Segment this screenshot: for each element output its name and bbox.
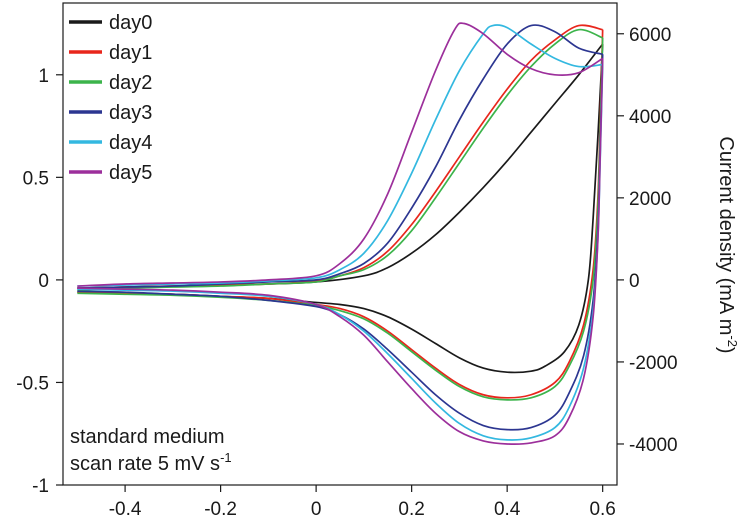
y-axis-right-label: Current density (mA m-2) (715, 136, 739, 353)
y-right-tick-label: 2000 (629, 189, 671, 210)
plot-border (62, 2, 618, 486)
legend-label-day4: day4 (109, 132, 152, 154)
x-tick-label: 0 (311, 499, 322, 520)
series-line-day0-reverse (77, 43, 604, 374)
y-axis-left: -1 -0.5 0 0.5 1 (16, 66, 63, 497)
y-axis-right-label-close: ) (715, 347, 737, 354)
y-left-tick-label: 0.5 (23, 168, 49, 189)
y-left-tick-label: -1 (32, 476, 49, 497)
annotation-line-2: scan rate 5 mV s-1 (70, 450, 232, 475)
annotation-line-2-text: scan rate 5 mV s (70, 453, 220, 475)
x-tick-label: 0.6 (589, 499, 615, 520)
series-line-day3-reverse (77, 54, 604, 431)
legend-label-day3: day3 (109, 102, 152, 124)
y-left-tick-label: -0.5 (16, 373, 49, 394)
legend: day0 day1 day2 day3 day4 day5 (69, 12, 152, 184)
series-line-day1-reverse (77, 29, 604, 399)
series-layer (77, 22, 604, 446)
y-right-tick-label: 4000 (629, 107, 671, 128)
x-tick-label: -0.4 (109, 499, 142, 520)
series-line-day5-forward (77, 22, 604, 287)
y-left-tick-label: 1 (38, 66, 49, 87)
y-axis-right: -4000 -2000 0 2000 4000 6000 (617, 25, 678, 456)
y-right-tick-label: 6000 (629, 25, 671, 46)
x-axis: -0.4 -0.2 0 0.2 0.4 0.6 (109, 485, 616, 520)
series-line-day2-forward (77, 28, 603, 291)
x-tick-label: 0.4 (494, 499, 521, 520)
legend-label-day2: day2 (109, 72, 152, 94)
series-line-day2-reverse (77, 37, 604, 401)
legend-label-day5: day5 (109, 162, 152, 184)
x-tick-label: 0.2 (398, 499, 424, 520)
x-tick-label: -0.2 (204, 499, 237, 520)
series-line-day5-reverse (77, 58, 604, 446)
legend-label-day0: day0 (109, 12, 152, 34)
y-right-tick-label: -2000 (629, 353, 678, 374)
y-axis-right-label-text: Current density (mA m (715, 136, 737, 335)
y-left-tick-label: 0 (38, 271, 49, 292)
legend-label-day1: day1 (109, 42, 152, 64)
series-line-day1-forward (77, 24, 603, 289)
annotation-line-1: standard medium (70, 426, 225, 448)
series-line-day0-forward (77, 43, 604, 289)
series-line-day3-forward (77, 24, 603, 289)
y-right-tick-label: -4000 (629, 435, 678, 456)
series-line-day4-reverse (77, 64, 604, 441)
annotation: standard medium scan rate 5 mV s-1 (70, 426, 232, 475)
y-axis-right-label-sup: -2 (725, 335, 739, 347)
series-line-day4-forward (77, 24, 603, 287)
annotation-superscript: -1 (220, 450, 232, 465)
plot-frame (62, 2, 618, 486)
y-right-tick-label: 0 (629, 271, 640, 292)
